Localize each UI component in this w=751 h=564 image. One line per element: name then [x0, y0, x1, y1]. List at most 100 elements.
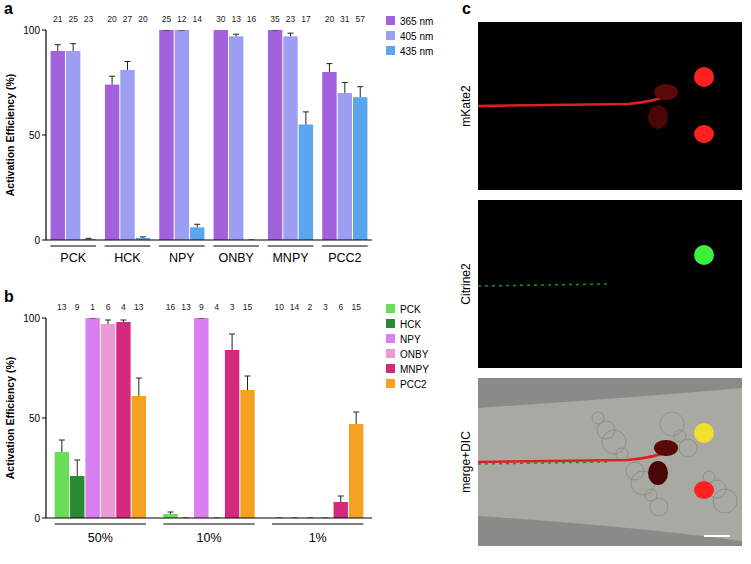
legend-swatch [386, 379, 395, 388]
dim-cell [648, 461, 668, 485]
y-tick [42, 518, 46, 519]
x-tick-label: PCK [60, 251, 86, 265]
bar [268, 30, 282, 240]
panel-b: b13161091314192643436131515050100Activat… [4, 288, 429, 545]
count-label: 30 [216, 14, 226, 24]
error-stem [57, 45, 58, 51]
legend-swatch [386, 31, 395, 40]
error-stem [340, 496, 341, 502]
texture [660, 412, 684, 436]
x-tick-label: 10% [196, 531, 221, 545]
bar [105, 85, 119, 240]
count-label: 31 [340, 14, 350, 24]
count-label: 16 [247, 14, 257, 24]
legend-label: PCK [400, 304, 421, 315]
image-row-label: mKate2 [459, 85, 473, 127]
bar [299, 125, 313, 241]
error-stem [344, 83, 345, 94]
labelled-cell [694, 423, 714, 443]
error-bar [233, 34, 239, 36]
y-axis-title: Activation Efficiency (%) [4, 74, 16, 197]
count-label: 6 [106, 302, 111, 312]
error-cap [233, 34, 239, 35]
count-label: 9 [75, 302, 80, 312]
count-label: 57 [355, 14, 365, 24]
texture [679, 439, 697, 457]
x-tick-label: HCK [114, 251, 141, 265]
worm-body [478, 388, 742, 541]
error-cap [353, 412, 359, 413]
bar [159, 30, 173, 240]
bar [190, 227, 204, 240]
bar [70, 476, 84, 518]
count-label: 27 [123, 14, 133, 24]
panel-a: a212025303520252712132331232014161757050… [4, 0, 433, 265]
count-label: 35 [270, 14, 280, 24]
legend-swatch [386, 46, 395, 55]
panel-letter: c [462, 0, 471, 17]
error-bar [179, 30, 185, 31]
error-stem [138, 378, 139, 396]
labelled-cell [694, 67, 714, 87]
count-label: 9 [199, 302, 204, 312]
error-bar [168, 512, 174, 514]
bar [353, 97, 367, 240]
figure: a212025303520252712132331232014161757050… [0, 0, 751, 564]
group-bracket [272, 524, 363, 525]
error-bar [86, 238, 92, 240]
y-tick-label: 100 [23, 313, 40, 324]
count-label: 14 [192, 14, 202, 24]
image-content [478, 67, 714, 143]
bar [175, 30, 189, 240]
x-tick-label: 1% [309, 531, 327, 545]
legend-label: PCC2 [400, 379, 427, 390]
error-cap [59, 440, 65, 441]
error-bar [136, 378, 142, 396]
scale-bar [704, 535, 730, 537]
y-tick-label: 50 [29, 130, 41, 141]
group-bracket [322, 246, 368, 247]
count-label: 4 [214, 302, 219, 312]
dim-cell [648, 105, 668, 129]
error-stem [356, 412, 357, 424]
error-cap [86, 238, 92, 239]
count-label: 23 [286, 14, 296, 24]
legend-entry: 365 nm [386, 16, 433, 27]
count-label: 10 [274, 302, 284, 312]
error-cap [194, 224, 200, 225]
bar [283, 36, 297, 240]
bar [132, 396, 146, 518]
bar [85, 318, 99, 518]
legend-swatch [386, 319, 395, 328]
bar [349, 424, 363, 518]
error-bar [194, 224, 200, 227]
texture [602, 430, 626, 454]
error-cap [326, 63, 332, 64]
count-label: 20 [325, 14, 335, 24]
count-label: 12 [177, 14, 187, 24]
bar [101, 324, 115, 518]
error-bar [70, 44, 76, 51]
error-cap [70, 43, 76, 44]
micrograph [478, 200, 742, 368]
error-bar [109, 76, 115, 84]
texture [616, 448, 628, 460]
legend-entry: PCC2 [386, 379, 427, 390]
x-tick-label: 50% [88, 531, 113, 545]
count-label: 13 [181, 302, 191, 312]
labelled-cell [694, 245, 714, 265]
error-bar [74, 460, 80, 476]
count-label: 14 [290, 302, 300, 312]
error-bar [59, 440, 65, 452]
count-label: 13 [134, 302, 144, 312]
error-bar [198, 318, 204, 319]
legend-entry: 435 nm [386, 46, 433, 57]
error-cap [163, 30, 169, 31]
bar [66, 51, 80, 240]
count-label: 15 [351, 302, 361, 312]
bar [225, 350, 239, 518]
image-content [478, 388, 742, 541]
error-bar [303, 112, 309, 125]
group-bracket [213, 246, 259, 247]
count-label: 16 [166, 302, 176, 312]
